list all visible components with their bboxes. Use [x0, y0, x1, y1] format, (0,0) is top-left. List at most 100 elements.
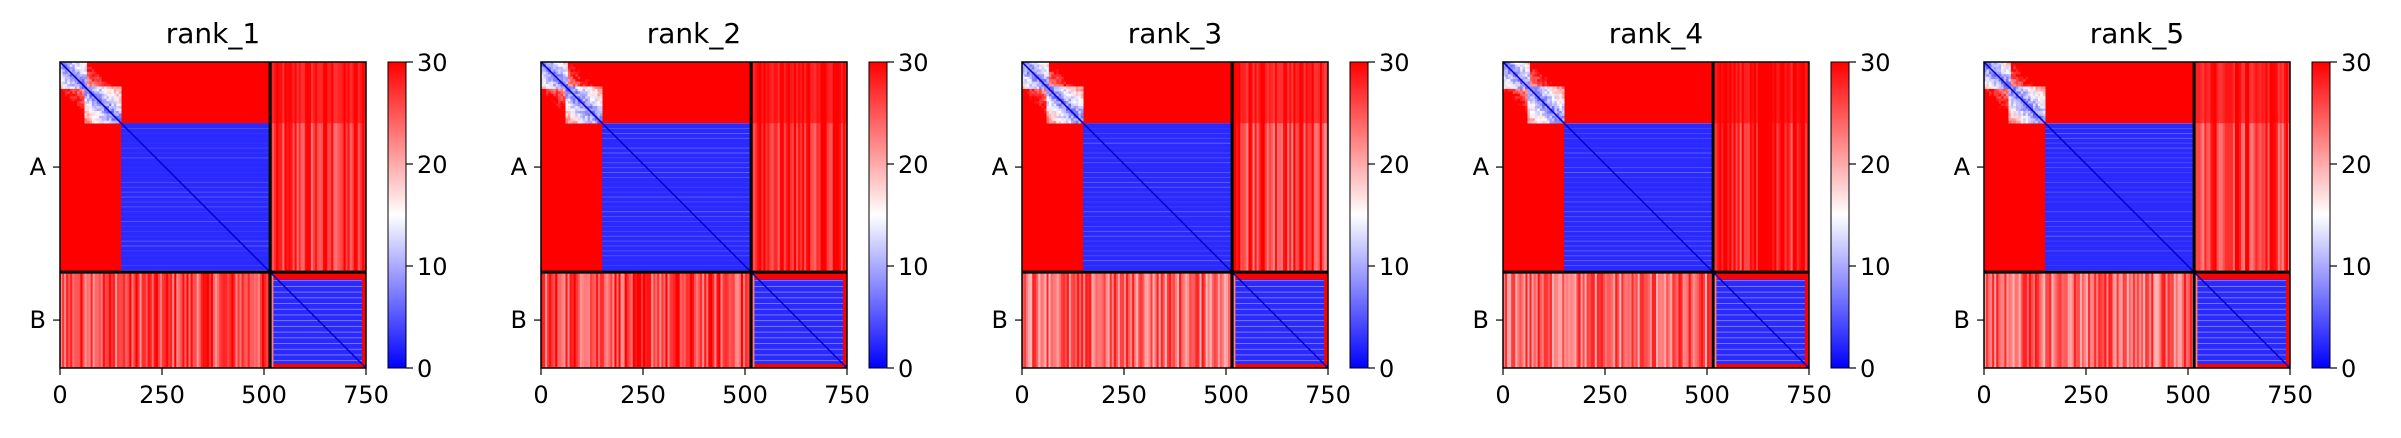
domain-cell	[2023, 76, 2026, 80]
domain-cell	[1993, 103, 1997, 107]
stripe-cell	[133, 272, 136, 368]
stripe-cell	[740, 272, 744, 368]
domain-cell	[1041, 88, 1045, 92]
domain-cell	[1551, 76, 1555, 80]
domain-cell	[548, 71, 552, 75]
domain-cell	[1039, 93, 1042, 97]
domain-cell	[2015, 88, 2019, 92]
domain-cell	[585, 120, 588, 124]
stripe-cell	[70, 272, 73, 368]
domain-cell	[64, 69, 68, 73]
domain-cell	[1063, 66, 1067, 70]
domain-cell	[1996, 106, 1999, 109]
domain-row	[754, 331, 843, 333]
domain-cell	[91, 101, 95, 104]
domain-cell	[1034, 101, 1037, 104]
domain-cell	[599, 69, 603, 73]
domain-cell	[1024, 101, 1028, 104]
domain-cell	[72, 88, 75, 92]
domain-cell	[1551, 98, 1555, 102]
domain-cell	[1036, 120, 1040, 124]
domain-cell	[94, 71, 98, 75]
stripe-cell	[123, 272, 126, 368]
domain-cell	[563, 108, 566, 112]
domain-cell	[541, 79, 544, 82]
domain-cell	[560, 91, 564, 95]
stripe-cell	[1260, 62, 1264, 273]
domain-cell	[104, 120, 107, 124]
y-tick-label: A	[992, 153, 1009, 181]
domain-cell	[1024, 62, 1028, 65]
domain-cell	[94, 115, 98, 119]
stripe-cell	[288, 62, 291, 273]
domain-cell	[106, 64, 110, 68]
stripe-cell	[1674, 272, 1677, 368]
domain-cell	[1529, 93, 1533, 97]
domain-cell	[1559, 74, 1563, 77]
domain-cell	[2028, 79, 2031, 82]
domain-cell	[101, 86, 105, 90]
domain-row	[1564, 172, 1714, 173]
domain-cell	[101, 62, 105, 65]
domain-cell	[116, 113, 120, 117]
domain-cell	[1053, 84, 1057, 87]
stripe-cell	[638, 272, 642, 368]
domain-cell	[572, 86, 576, 90]
domain-cell	[1061, 81, 1064, 85]
domain-cell	[1539, 110, 1543, 114]
stripe-cell	[1248, 62, 1251, 273]
domain-cell	[1022, 81, 1025, 85]
domain-cell	[545, 103, 549, 107]
domain-cell	[541, 86, 544, 90]
domain-cell	[74, 106, 78, 109]
stripe-cell	[730, 272, 734, 368]
stripe-cell	[796, 62, 799, 273]
domain-cell	[2028, 101, 2031, 104]
domain-cell	[2013, 88, 2017, 92]
domain-cell	[1056, 69, 1060, 73]
domain-cell	[1073, 108, 1077, 112]
domain-cell	[541, 64, 544, 68]
domain-cell	[2035, 101, 2039, 104]
domain-cell	[1527, 76, 1531, 80]
domain-cell	[2003, 103, 2007, 107]
domain-cell	[2003, 84, 2007, 87]
domain-cell	[1034, 64, 1037, 68]
domain-cell	[2042, 86, 2046, 90]
domain-cell	[553, 115, 556, 119]
domain-cell	[108, 91, 112, 95]
domain-cell	[560, 108, 564, 112]
domain-row	[2197, 280, 2286, 282]
stripe-cell	[239, 272, 242, 368]
domain-cell	[1988, 64, 1992, 68]
domain-cell	[69, 103, 73, 107]
stripe-cell	[1309, 62, 1312, 273]
domain-cell	[1036, 110, 1040, 114]
domain-cell	[1996, 64, 1999, 68]
domain-cell	[60, 115, 63, 119]
domain-row	[121, 221, 271, 222]
domain-cell	[108, 84, 112, 87]
domain-cell	[2025, 120, 2029, 124]
domain-cell	[1986, 91, 1990, 95]
domain-cell	[96, 86, 100, 90]
domain-cell	[1542, 84, 1545, 87]
domain-cell	[550, 76, 554, 80]
domain-cell	[545, 62, 549, 65]
domain-cell	[77, 76, 80, 80]
domain-cell	[2020, 88, 2024, 92]
domain-cell	[555, 110, 559, 114]
stripe-cell	[1140, 272, 1143, 368]
stripe-cell	[2247, 62, 2250, 273]
stripe-cell	[1226, 272, 1229, 368]
domain-cell	[541, 81, 544, 85]
domain-cell	[1066, 118, 1069, 122]
domain-cell	[1070, 74, 1074, 77]
domain-row	[1235, 291, 1324, 293]
domain-cell	[1554, 108, 1558, 112]
domain-cell	[563, 81, 566, 85]
domain-cell	[2003, 93, 2007, 97]
domain-cell	[541, 66, 544, 70]
stripe-cell	[1545, 272, 1549, 368]
domain-cell	[60, 108, 63, 112]
